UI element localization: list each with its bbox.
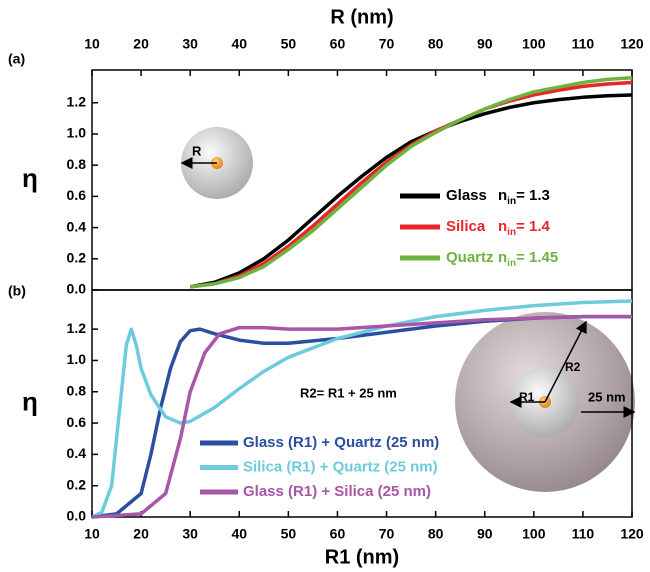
legend-label: Glass (R1) + Quartz (25 nm) xyxy=(243,434,439,451)
note-base: n xyxy=(498,218,507,235)
legend-label: Glass (R1) + Silica (25 nm) xyxy=(243,483,431,500)
panel-label: (b) xyxy=(8,283,26,299)
y-tick-label: 0.6 xyxy=(67,414,87,430)
y-tick-label: 0.8 xyxy=(67,382,87,398)
x-tick-label: 30 xyxy=(182,36,198,52)
x-tick-label: 10 xyxy=(84,36,100,52)
note-rest: = 1.4 xyxy=(516,218,550,235)
x-axis-title: R (nm) xyxy=(330,6,393,28)
note-sub: in xyxy=(507,196,516,207)
legend-note: nin= 1.45 xyxy=(498,249,558,269)
annotation: R2= R1 + 25 nm xyxy=(300,385,397,400)
x-tick-label: 100 xyxy=(522,36,546,52)
x-tick-label: 20 xyxy=(133,36,149,52)
legend-label: Quartz xyxy=(446,249,494,266)
y-tick-label: 0.2 xyxy=(67,476,87,492)
x-tick-label: 70 xyxy=(379,526,395,542)
annotation: R2 xyxy=(565,360,581,374)
legend-note: nin= 1.4 xyxy=(498,218,550,238)
x-tick-label: 120 xyxy=(620,526,644,542)
panel-label: (a) xyxy=(8,51,25,67)
x-tick-label: 10 xyxy=(84,526,100,542)
y-tick-label: 0.4 xyxy=(67,218,87,234)
x-tick-label: 100 xyxy=(522,526,546,542)
x-tick-label: 20 xyxy=(133,526,149,542)
note-sub: in xyxy=(507,258,516,269)
x-tick-label: 110 xyxy=(572,526,595,542)
y-axis-title: η xyxy=(22,386,38,416)
y-tick-label: 0.4 xyxy=(67,445,87,461)
legend-note: nin= 1.3 xyxy=(498,187,550,207)
y-tick-label: 0.0 xyxy=(67,508,87,524)
x-tick-label: 90 xyxy=(477,36,493,52)
x-tick-label: 80 xyxy=(428,36,444,52)
x-tick-label: 70 xyxy=(379,36,395,52)
y-tick-label: 0.0 xyxy=(67,281,87,297)
x-tick-label: 120 xyxy=(620,36,644,52)
note-rest: = 1.3 xyxy=(516,187,550,204)
y-tick-label: 0.8 xyxy=(67,156,87,172)
x-tick-label: 110 xyxy=(572,36,595,52)
annotation: R1 xyxy=(519,390,535,404)
x-tick-label: 60 xyxy=(330,526,346,542)
y-tick-label: 0.6 xyxy=(67,187,87,203)
x-tick-label: 30 xyxy=(182,526,198,542)
y-tick-label: 1.0 xyxy=(67,351,87,367)
note-rest: = 1.45 xyxy=(516,249,558,266)
note-base: n xyxy=(498,249,507,266)
figure: 0.0 0.2 0.4 0.6 0.8 1.0 1.2 10 20 30 40 50 60 70 80 90 1… xyxy=(0,0,650,572)
annotation: 25 nm xyxy=(588,389,626,404)
x-tick-label: 50 xyxy=(281,526,297,542)
legend-label: Silica xyxy=(446,218,486,235)
legend-label: Glass xyxy=(446,187,487,204)
y-tick-label: 1.2 xyxy=(67,93,87,109)
x-tick-label: 60 xyxy=(330,36,346,52)
y-tick-label: 0.2 xyxy=(67,249,87,265)
x-tick-label: 90 xyxy=(477,526,493,542)
x-tick-label: 50 xyxy=(281,36,297,52)
note-sub: in xyxy=(507,227,516,238)
annotation: R xyxy=(192,143,202,158)
y-tick-label: 1.0 xyxy=(67,125,87,141)
y-tick-label: 1.2 xyxy=(67,320,87,336)
legend-label: Silica (R1) + Quartz (25 nm) xyxy=(243,458,438,475)
x-tick-label: 80 xyxy=(428,526,444,542)
x-axis-title: R1 (nm) xyxy=(325,546,399,568)
x-tick-label: 40 xyxy=(231,526,247,542)
x-tick-label: 40 xyxy=(231,36,247,52)
y-axis-title: η xyxy=(22,163,38,193)
note-base: n xyxy=(498,187,507,204)
